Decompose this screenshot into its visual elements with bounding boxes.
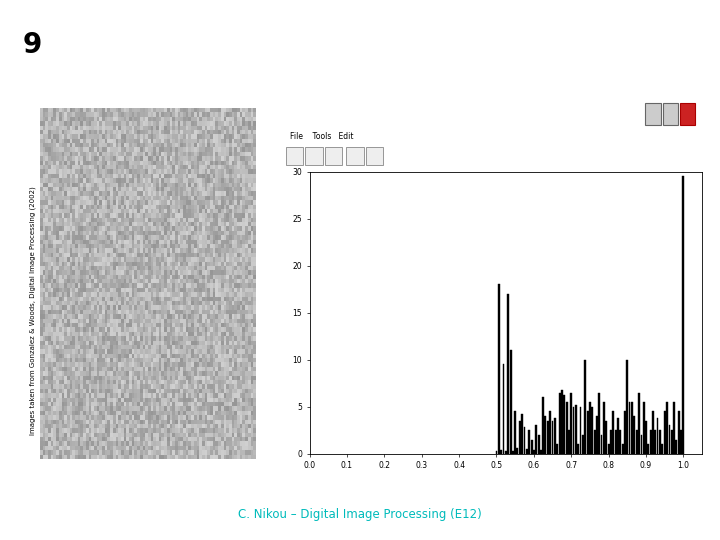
Bar bbox=[662, 444, 663, 454]
Bar bbox=[634, 416, 635, 454]
Bar bbox=[585, 360, 586, 454]
Bar bbox=[582, 435, 584, 454]
Bar bbox=[523, 427, 526, 454]
Bar bbox=[510, 350, 512, 454]
Bar bbox=[683, 177, 684, 454]
Text: File    Tools   Edit: File Tools Edit bbox=[290, 132, 354, 141]
Bar bbox=[589, 402, 591, 454]
Bar bbox=[521, 414, 523, 454]
Bar bbox=[666, 402, 668, 454]
Bar bbox=[606, 421, 607, 454]
Bar bbox=[531, 440, 533, 454]
Bar bbox=[619, 430, 621, 454]
Bar bbox=[673, 402, 675, 454]
Bar bbox=[600, 435, 603, 454]
Bar bbox=[575, 405, 577, 454]
Bar bbox=[654, 430, 656, 454]
Bar bbox=[577, 444, 579, 454]
Bar bbox=[680, 103, 696, 125]
Bar bbox=[547, 421, 549, 454]
Bar bbox=[594, 430, 595, 454]
Bar bbox=[552, 421, 554, 454]
Bar bbox=[526, 449, 528, 454]
Bar bbox=[603, 402, 605, 454]
Bar bbox=[544, 416, 546, 454]
Bar bbox=[652, 411, 654, 454]
Bar bbox=[629, 402, 631, 454]
Bar bbox=[610, 430, 612, 454]
Bar bbox=[549, 411, 552, 454]
Bar bbox=[535, 426, 537, 454]
Bar bbox=[636, 430, 637, 454]
Bar bbox=[624, 411, 626, 454]
Bar bbox=[561, 390, 563, 454]
Bar bbox=[587, 411, 588, 454]
Bar bbox=[638, 393, 640, 454]
Bar bbox=[572, 407, 575, 454]
Bar bbox=[519, 421, 521, 454]
Bar bbox=[650, 430, 652, 454]
Text: 9: 9 bbox=[22, 31, 42, 59]
Bar bbox=[641, 435, 642, 454]
Bar bbox=[528, 430, 530, 454]
Bar bbox=[503, 364, 505, 454]
Bar bbox=[660, 430, 661, 454]
Bar bbox=[538, 435, 539, 454]
Bar bbox=[662, 103, 678, 125]
Bar bbox=[596, 416, 598, 454]
Bar bbox=[643, 402, 644, 454]
Bar bbox=[366, 147, 383, 165]
Bar bbox=[678, 411, 680, 454]
Bar bbox=[495, 451, 498, 454]
Bar bbox=[514, 411, 516, 454]
Bar bbox=[570, 393, 572, 454]
Bar bbox=[505, 451, 507, 454]
Bar bbox=[608, 444, 610, 454]
Bar bbox=[631, 402, 633, 454]
Bar bbox=[559, 393, 561, 454]
Bar bbox=[325, 147, 342, 165]
Bar bbox=[563, 395, 565, 454]
Bar bbox=[671, 430, 672, 454]
Text: Scilab Graphic (0): Scilab Graphic (0) bbox=[294, 110, 385, 118]
Bar bbox=[557, 444, 558, 454]
Bar bbox=[500, 450, 503, 454]
Bar bbox=[615, 430, 616, 454]
Bar bbox=[591, 407, 593, 454]
Bar bbox=[647, 444, 649, 454]
Bar bbox=[516, 448, 518, 454]
Bar bbox=[598, 393, 600, 454]
Bar bbox=[533, 450, 535, 454]
Bar bbox=[568, 430, 570, 454]
Text: C. Nikou – Digital Image Processing (E12): C. Nikou – Digital Image Processing (E12… bbox=[238, 508, 482, 521]
Bar bbox=[507, 294, 509, 454]
Bar bbox=[540, 450, 542, 454]
Bar bbox=[542, 397, 544, 454]
Bar bbox=[580, 407, 582, 454]
Bar bbox=[669, 426, 670, 454]
Bar bbox=[664, 411, 665, 454]
Text: Histogram Examples (cont…): Histogram Examples (cont…) bbox=[120, 29, 665, 62]
Bar bbox=[346, 147, 364, 165]
Bar bbox=[657, 418, 659, 454]
Bar bbox=[617, 418, 619, 454]
Bar bbox=[498, 285, 500, 454]
Bar bbox=[286, 147, 303, 165]
Bar bbox=[645, 103, 661, 125]
Bar bbox=[675, 440, 677, 454]
Bar bbox=[566, 402, 567, 454]
Bar bbox=[554, 418, 556, 454]
Bar bbox=[305, 147, 323, 165]
Bar bbox=[680, 430, 682, 454]
Bar bbox=[626, 360, 628, 454]
Bar bbox=[512, 451, 514, 454]
Bar bbox=[613, 411, 614, 454]
Bar bbox=[622, 444, 624, 454]
Bar bbox=[645, 421, 647, 454]
Text: Images taken from Gonzalez & Woods, Digital Image Processing (2002): Images taken from Gonzalez & Woods, Digi… bbox=[30, 186, 37, 435]
